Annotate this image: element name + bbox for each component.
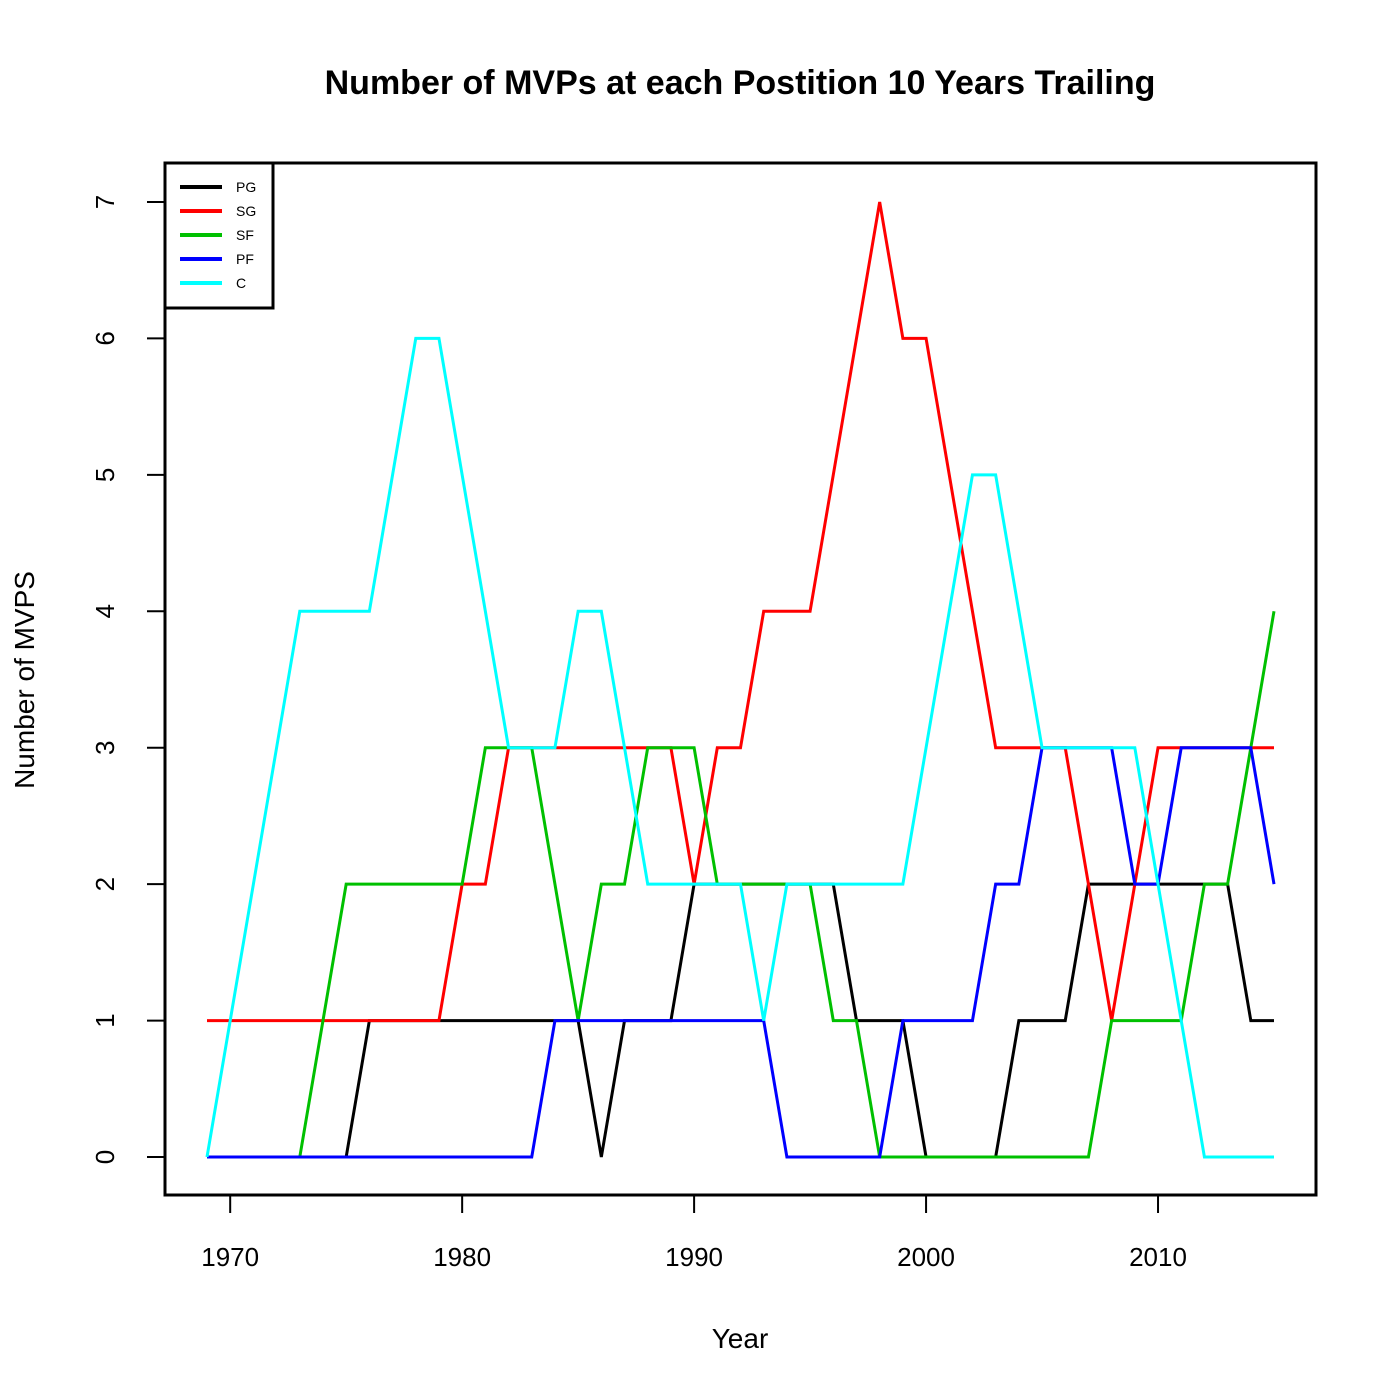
legend-items: PG SG SF PF C [180, 179, 256, 291]
y-tick-label: 4 [90, 604, 120, 618]
x-tick-label: 2010 [1129, 1242, 1187, 1272]
legend-label-sf: SF [236, 227, 254, 243]
plot-frame [163, 161, 1318, 1197]
x-tick-label: 1990 [665, 1242, 723, 1272]
legend-label-c: C [236, 275, 246, 291]
y-tick-label: 7 [90, 195, 120, 209]
series-line-c [205, 336, 1274, 1159]
legend-label-sg: SG [236, 203, 256, 219]
y-tick-label: 3 [90, 740, 120, 754]
x-axis-label: Year [712, 1323, 769, 1354]
y-tick-label: 0 [90, 1150, 120, 1164]
x-tick-label: 1970 [201, 1242, 259, 1272]
y-tick-label: 2 [90, 877, 120, 891]
y-tick-label: 1 [90, 1013, 120, 1027]
legend-label-pg: PG [236, 179, 256, 195]
y-tick-label: 6 [90, 331, 120, 345]
chart-title: Number of MVPs at each Postition 10 Year… [325, 64, 1156, 102]
x-tick-label: 2000 [897, 1242, 955, 1272]
x-tick-label: 1980 [433, 1242, 491, 1272]
y-axis-label: Number of MVPS [9, 571, 40, 789]
series-layer [205, 201, 1276, 1159]
y-tick-label: 5 [90, 468, 120, 482]
legend-label-pf: PF [236, 251, 254, 267]
legend: PG SG SF PF C [163, 161, 275, 310]
series-line-sg [207, 201, 1274, 1023]
series-line-pf [207, 746, 1276, 1159]
axes-layer: 1970 1980 1990 2000 2010 0 1 2 3 4 5 6 7 [90, 195, 1187, 1272]
